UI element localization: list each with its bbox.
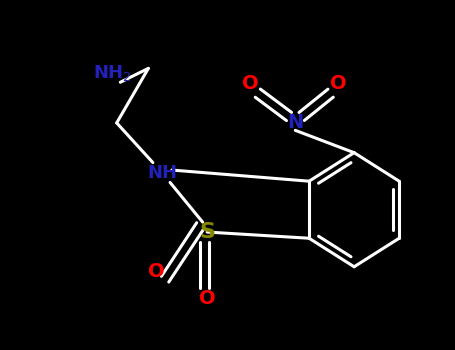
Text: O: O bbox=[148, 262, 164, 281]
Text: NH: NH bbox=[147, 163, 177, 182]
Text: O: O bbox=[199, 288, 216, 308]
Text: N: N bbox=[287, 113, 303, 132]
Text: O: O bbox=[242, 74, 258, 93]
Text: NH$_2$: NH$_2$ bbox=[93, 63, 131, 83]
Text: O: O bbox=[330, 74, 347, 93]
Text: S: S bbox=[199, 222, 215, 242]
